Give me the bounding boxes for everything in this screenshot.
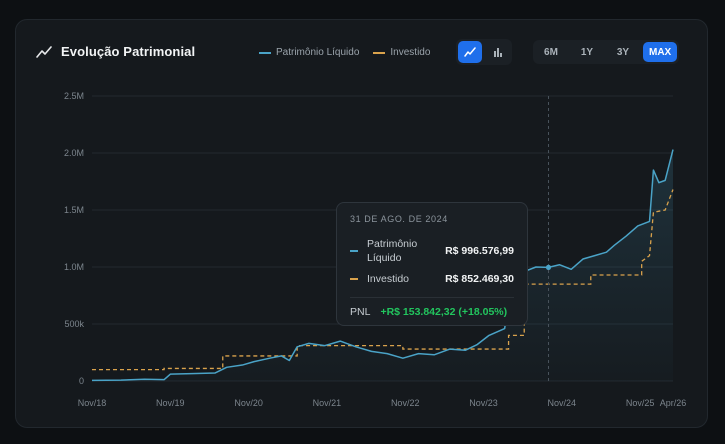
tooltip-divider	[350, 297, 514, 298]
chart-tooltip: 31 DE AGO. DE 2024 Patrimônio Líquido R$…	[336, 202, 528, 326]
x-tick-label: Nov/18	[78, 398, 107, 408]
tooltip-row-net-worth: Patrimônio Líquido R$ 996.576,99	[350, 236, 514, 266]
tooltip-value-pnl: +R$ 153.842,32 (+18.05%)	[380, 306, 508, 318]
bar-chart-button[interactable]	[486, 41, 510, 63]
tooltip-value-net-worth: R$ 996.576,99	[445, 245, 514, 257]
x-tick-label: Nov/21	[313, 398, 342, 408]
legend-swatch-solid	[259, 51, 271, 54]
net-worth-chart[interactable]: 0 500k 1.0M 1.5M 2.0M 2.5M Nov/18 Nov/19 Nov/20 N…	[16, 20, 709, 429]
y-tick-label: 2.0M	[64, 148, 84, 158]
legend-label-invested: Investido	[390, 47, 431, 58]
range-6m-button[interactable]: 6M	[544, 46, 558, 58]
y-tick-label: 1.0M	[64, 262, 84, 272]
invested-line	[92, 189, 674, 371]
tooltip-row-invested: Investido R$ 852.469,30	[350, 270, 514, 288]
chart-type-toggle	[456, 39, 512, 65]
trend-line-icon	[36, 45, 52, 58]
tooltip-row-pnl: PNL +R$ 153.842,32 (+18.05%)	[350, 306, 514, 318]
tooltip-swatch-invested	[350, 278, 358, 280]
tooltip-swatch-net-worth	[350, 250, 358, 252]
line-chart-button[interactable]	[458, 41, 482, 63]
chart-legend: Patrimônio Líquido Investido	[259, 47, 430, 58]
x-tick-label: Nov/24	[548, 398, 577, 408]
x-tick-label: Nov/25	[626, 398, 655, 408]
legend-item-net-worth[interactable]: Patrimônio Líquido	[259, 47, 359, 58]
y-tick-label: 0	[79, 376, 84, 386]
x-tick-label: Nov/20	[234, 398, 263, 408]
hover-marker	[545, 264, 552, 270]
legend-item-invested[interactable]: Investido	[373, 47, 430, 58]
legend-swatch-dashed	[373, 51, 386, 54]
y-tick-label: 500k	[64, 319, 84, 329]
tooltip-label-invested: Investido	[367, 273, 410, 285]
range-selector: 6M 1Y 3Y MAX	[533, 40, 680, 64]
y-tick-label: 2.5M	[64, 91, 84, 101]
legend-label-net-worth: Patrimônio Líquido	[276, 47, 360, 58]
line-chart-icon	[464, 47, 476, 57]
x-tick-label: Nov/23	[469, 398, 498, 408]
y-tick-label: 1.5M	[64, 205, 84, 215]
page-title: Evolução Patrimonial	[61, 44, 196, 59]
tooltip-label-pnl: PNL	[350, 306, 371, 318]
x-tick-label: Nov/22	[391, 398, 420, 408]
bar-chart-icon	[494, 48, 502, 57]
range-3y-button[interactable]: 3Y	[616, 46, 630, 58]
tooltip-label-net-worth: Patrimônio Líquido	[367, 238, 418, 264]
x-tick-label: Apr/26	[660, 398, 687, 408]
tooltip-date: 31 DE AGO. DE 2024	[350, 214, 448, 224]
range-1y-button[interactable]: 1Y	[580, 46, 594, 58]
net-worth-line	[91, 149, 674, 382]
net-worth-card: Evolução Patrimonial Patrimônio Líquido …	[15, 19, 708, 428]
net-worth-area	[92, 149, 673, 381]
range-max-button[interactable]: MAX	[643, 42, 678, 62]
tooltip-value-invested: R$ 852.469,30	[445, 273, 514, 285]
title-group: Evolução Patrimonial	[36, 44, 195, 59]
card-header: Evolução Patrimonial Patrimônio Líquido …	[16, 20, 707, 86]
x-tick-label: Nov/19	[156, 398, 185, 408]
